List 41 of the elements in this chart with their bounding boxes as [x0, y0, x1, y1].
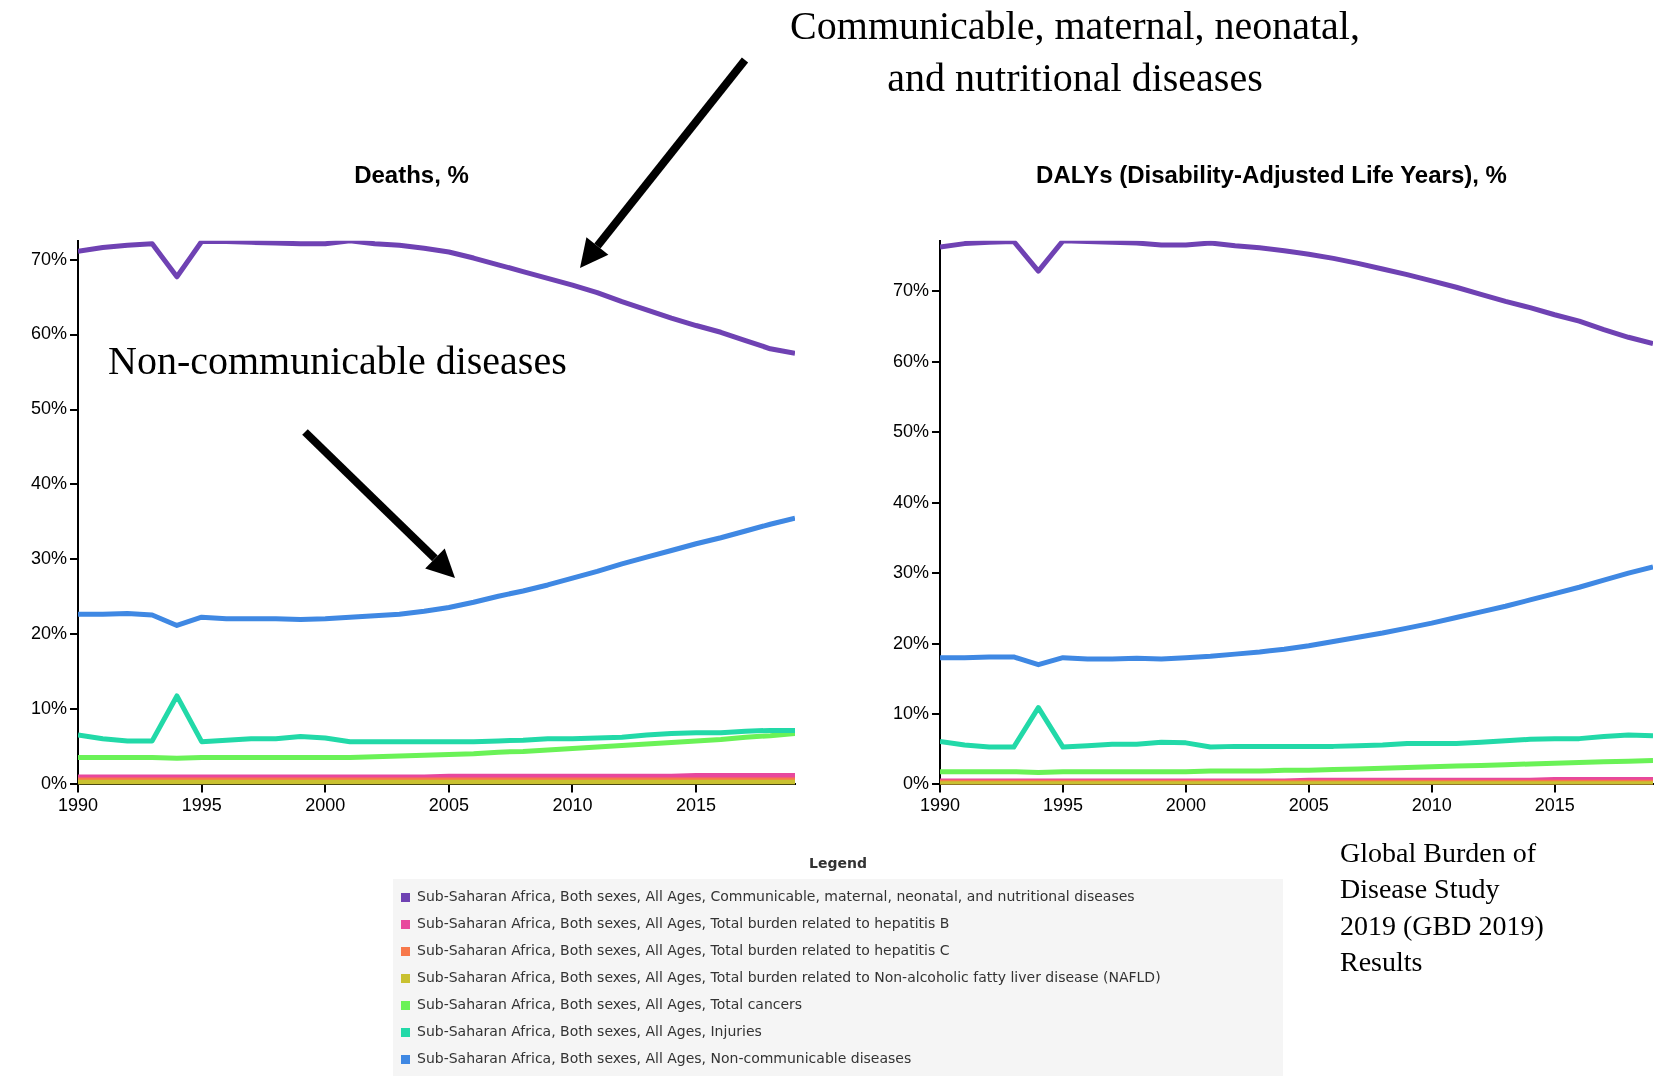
text: Communicable, maternal, neonatal, and nutritional diseases	[789, 2, 1361, 102]
x-tick-label: 2000	[305, 795, 346, 816]
y-tick-label: 40%	[893, 491, 930, 512]
legend-label: Sub-Saharan Africa, Both sexes, All Ages, Total cancers	[416, 995, 804, 1014]
legend-label: Sub-Saharan Africa, Both sexes, All Ages, Communicable, maternal, neonatal, and nutritional diseases	[416, 887, 1136, 906]
y-tick-label: 10%	[893, 702, 930, 723]
y-tick-label: 30%	[31, 548, 68, 569]
y-tick-label: 50%	[31, 398, 68, 419]
chart-title: DALYs (Disability-Adjusted Life Years), %	[1036, 161, 1507, 189]
legend-label: Sub-Saharan Africa, Both sexes, All Ages, Injuries	[416, 1022, 763, 1041]
y-tick-label: 20%	[893, 632, 930, 653]
y-tick-label: 0%	[903, 773, 930, 794]
y-tick-label: 30%	[893, 562, 930, 583]
legend-label: Sub-Saharan Africa, Both sexes, All Ages, Total burden related to hepatitis B	[416, 914, 951, 933]
chart-title: Deaths, %	[354, 161, 469, 189]
text: Global Burden of Disease Study 2019 (GBD 2019) Results	[1340, 836, 1545, 980]
x-tick-label: 2010	[552, 795, 593, 816]
x-tick-label: 2000	[1165, 795, 1206, 816]
x-tick-label: 1995	[181, 795, 222, 816]
x-tick-label: 2010	[1411, 795, 1452, 816]
x-tick-label: 2015	[1534, 795, 1575, 816]
y-tick-label: 10%	[31, 698, 68, 719]
x-tick-label: 2005	[1288, 795, 1329, 816]
x-tick-label: 1995	[1042, 795, 1083, 816]
y-tick-label: 40%	[31, 473, 68, 494]
y-tick-label: 70%	[893, 280, 930, 301]
y-tick-label: 0%	[41, 773, 68, 794]
x-tick-label: 2015	[676, 795, 717, 816]
x-tick-label: 1990	[58, 795, 99, 816]
x-tick-label: 2005	[428, 795, 469, 816]
y-tick-label: 60%	[31, 323, 68, 344]
annotation: Non-communicable diseases	[108, 337, 568, 385]
legend-title: Legend	[808, 855, 868, 871]
legend-label: Sub-Saharan Africa, Both sexes, All Ages, Total burden related to hepatitis C	[416, 941, 951, 960]
y-tick-label: 60%	[893, 350, 930, 371]
y-tick-label: 70%	[31, 248, 68, 269]
y-tick-label: 50%	[893, 421, 930, 442]
y-tick-label: 20%	[31, 623, 68, 644]
legend-label: Sub-Saharan Africa, Both sexes, All Ages, Total burden related to Non-alcoholic fatty liver disease (NAFLD)	[416, 968, 1162, 987]
x-tick-label: 1990	[920, 795, 961, 816]
legend-label: Sub-Saharan Africa, Both sexes, All Ages, Non-communicable diseases	[416, 1049, 913, 1068]
